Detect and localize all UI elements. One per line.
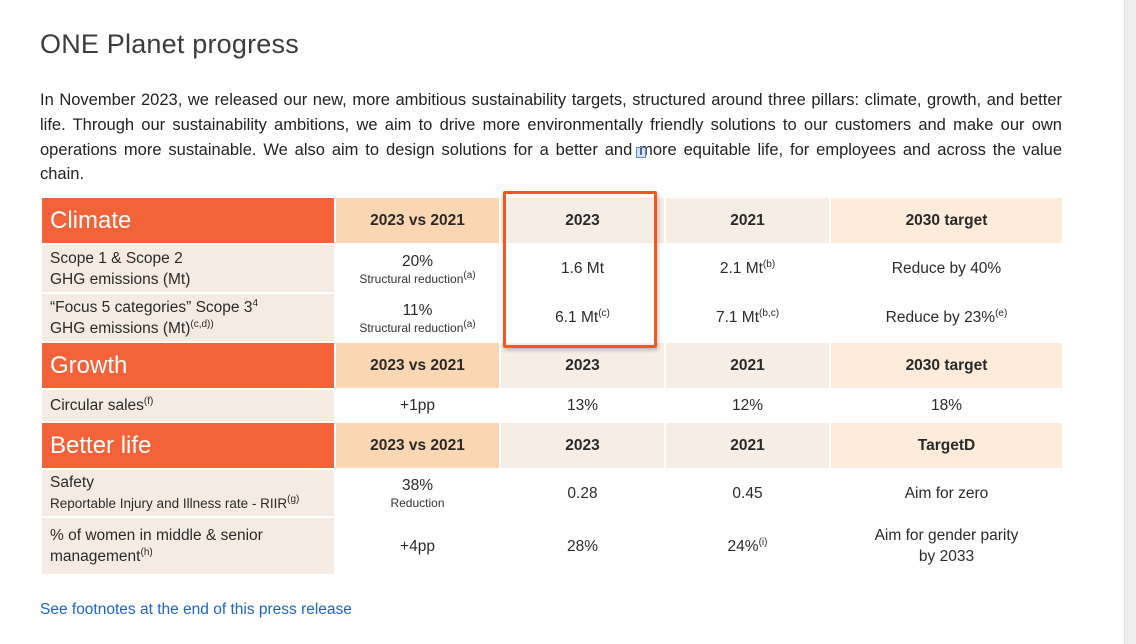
header-change: 2023 vs 2021	[336, 198, 499, 243]
change-value: 20%	[401, 252, 434, 270]
change-cell: 20% Structural reduction(a)	[336, 245, 499, 292]
header-target: TargetD	[831, 423, 1062, 468]
row-label: Circular sales(f)	[42, 390, 334, 421]
change-value: 38%	[401, 477, 434, 494]
value-2021: 12%	[666, 390, 829, 421]
value-2021: 0.45	[666, 470, 829, 516]
table-row: “Focus 5 categories” Scope 34 GHG emissi…	[42, 294, 1062, 341]
row-label: Scope 1 & Scope 2 GHG emissions (Mt)	[42, 245, 334, 292]
row-label: “Focus 5 categories” Scope 34 GHG emissi…	[42, 294, 334, 341]
section-climate: Climate	[42, 198, 334, 243]
progress-table: Climate 2023 vs 2021 2023 2021 2030 targ…	[40, 196, 1064, 576]
footnotes-link[interactable]: See footnotes at the end of this press r…	[40, 601, 352, 618]
intro-paragraph: In November 2023, we released our new, m…	[40, 91, 1062, 184]
change-note: Reduction	[390, 496, 445, 510]
change-cell: 11% Structural reduction(a)	[336, 294, 499, 341]
change-value: 11%	[402, 301, 433, 319]
target-value: Aim for zero	[831, 470, 1062, 516]
header-2023: 2023	[501, 343, 664, 388]
header-2021: 2021	[666, 423, 829, 468]
value-2023: 6.1 Mt(c)	[501, 294, 664, 341]
header-2023: 2023	[501, 198, 664, 243]
table-row: Circular sales(f) +1pp 13% 12% 18%	[42, 390, 1062, 421]
value-2023: 0.28	[501, 470, 664, 516]
header-2021: 2021	[666, 198, 829, 243]
table-row: Scope 1 & Scope 2 GHG emissions (Mt) 20%…	[42, 245, 1062, 292]
value-2023: 13%	[501, 390, 664, 421]
row-label: % of women in middle & senior management…	[42, 518, 334, 574]
header-change: 2023 vs 2021	[336, 423, 499, 468]
page-title: ONE Planet progress	[40, 29, 299, 59]
header-target: 2030 target	[831, 343, 1062, 388]
change-note: Structural reduction(a)	[359, 318, 476, 335]
header-target: 2030 target	[831, 198, 1062, 243]
climate-header-row: Climate 2023 vs 2021 2023 2021 2030 targ…	[42, 198, 1062, 243]
target-value: Reduce by 23%(e)	[831, 294, 1062, 341]
change-note: Structural reduction(a)	[359, 269, 476, 286]
change-value: +1pp	[336, 390, 499, 421]
header-2023: 2023	[501, 423, 664, 468]
vertical-scrollbar[interactable]	[1124, 0, 1136, 644]
value-2021: 7.1 Mt(b,c)	[666, 294, 829, 341]
change-cell: 38% Reduction	[336, 470, 499, 516]
header-change: 2023 vs 2021	[336, 343, 499, 388]
header-2021: 2021	[666, 343, 829, 388]
target-value: Reduce by 40%	[831, 245, 1062, 292]
table-row: % of women in middle & senior management…	[42, 518, 1062, 574]
section-better-life: Better life	[42, 423, 334, 468]
growth-header-row: Growth 2023 vs 2021 2023 2021 2030 targe…	[42, 343, 1062, 388]
target-value: Aim for gender parity by 2033	[831, 518, 1062, 574]
value-2021: 2.1 Mt(b)	[666, 245, 829, 292]
better-life-header-row: Better life 2023 vs 2021 2023 2021 Targe…	[42, 423, 1062, 468]
section-growth: Growth	[42, 343, 334, 388]
row-label-line2: GHG emissions (Mt)	[50, 270, 191, 288]
target-value: 18%	[831, 390, 1062, 421]
value-2023: 1.6 Mt	[501, 245, 664, 292]
table-row: Safety Reportable Injury and Illness rat…	[42, 470, 1062, 516]
value-2021: 24%(i)	[666, 518, 829, 574]
row-label: Safety Reportable Injury and Illness rat…	[42, 470, 334, 516]
change-value: +4pp	[336, 518, 499, 574]
value-2023: 28%	[501, 518, 664, 574]
text-cursor-icon	[636, 147, 646, 158]
row-label-line1: Scope 1 & Scope 2	[50, 249, 183, 267]
